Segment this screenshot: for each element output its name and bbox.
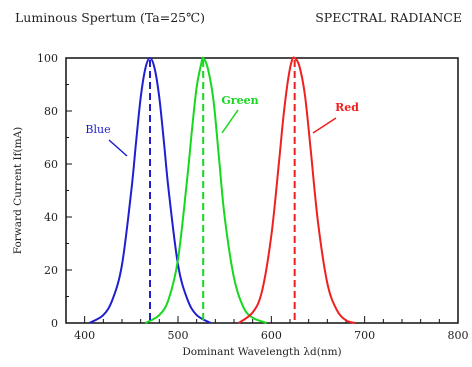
blue-series-label: Blue: [85, 123, 110, 136]
series-layer: [88, 56, 356, 324]
green-leader-line: [221, 109, 239, 134]
x-tick-label: 700: [354, 329, 375, 342]
red-leader-line: [312, 117, 337, 134]
x-tick-label: 600: [261, 329, 282, 342]
plot-border: [65, 57, 459, 324]
blue-series-line: [88, 56, 212, 324]
x-axis-label: Dominant Wavelength λd(nm): [182, 346, 341, 358]
chart-title: Luminous Spertum (Ta=25℃): [15, 10, 205, 25]
y-tick-label: 100: [37, 52, 58, 65]
tick-labels: 400 500 600 700 800 0 20 40 60 80 100: [37, 52, 469, 342]
y-tick-label: 60: [44, 158, 58, 171]
green-series-line: [144, 56, 268, 324]
red-series-label: Red: [335, 101, 359, 114]
series-labels: Blue Green Red: [85, 94, 359, 157]
plot-frame: [65, 57, 459, 324]
axis-ticks: [65, 57, 459, 324]
y-axis-label: Forward Current If(mA): [12, 127, 24, 255]
y-tick-label: 0: [51, 317, 58, 330]
red-series-line: [238, 56, 356, 324]
x-tick-label: 500: [168, 329, 189, 342]
chart-subtitle: SPECTRAL RADIANCE: [315, 10, 462, 25]
blue-leader-line: [108, 139, 128, 157]
x-tick-label: 400: [74, 329, 95, 342]
green-series-label: Green: [221, 94, 258, 107]
y-tick-label: 20: [44, 264, 58, 277]
x-tick-label: 800: [448, 329, 469, 342]
y-tick-label: 80: [44, 105, 58, 118]
y-tick-label: 40: [44, 211, 58, 224]
